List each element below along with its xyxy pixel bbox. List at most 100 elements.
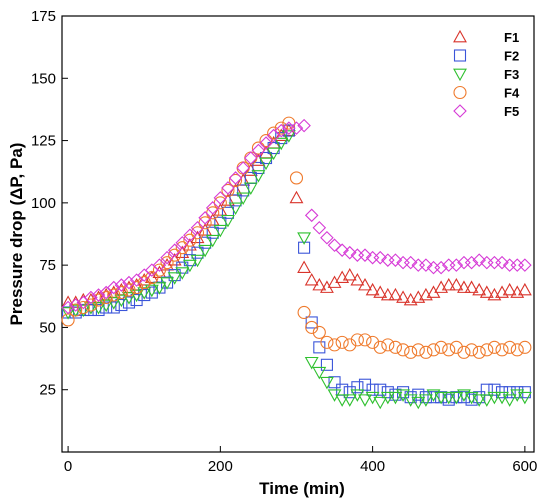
x-tick-label: 600 (512, 458, 537, 475)
data-point (304, 272, 319, 286)
data-point (236, 192, 251, 206)
data-point (190, 226, 205, 240)
data-point (297, 260, 312, 273)
y-tick-label: 150 (31, 70, 56, 87)
data-point (281, 130, 296, 143)
data-point (99, 290, 113, 305)
data-point (167, 243, 182, 257)
series-f2 (62, 124, 531, 406)
data-point (297, 118, 311, 133)
data-point (457, 280, 471, 293)
data-point (213, 191, 228, 205)
data-point (403, 255, 418, 270)
data-point (99, 299, 114, 313)
data-point (366, 383, 379, 396)
data-point (244, 151, 258, 165)
data-point (175, 235, 190, 250)
data-point (419, 258, 433, 272)
data-point (190, 254, 205, 268)
data-point (335, 270, 350, 283)
data-point (464, 280, 479, 293)
data-point (107, 288, 121, 302)
data-point (366, 335, 380, 349)
x-tick-label: 0 (64, 458, 72, 475)
data-point (327, 238, 342, 252)
data-point (289, 121, 304, 135)
data-point (305, 320, 319, 334)
data-point (274, 123, 289, 138)
legend-marker (453, 49, 467, 62)
data-point (236, 161, 250, 175)
data-point (389, 388, 402, 401)
data-point (350, 272, 365, 286)
data-point (502, 394, 517, 407)
legend: F1 F2 F3 F4 F5 (453, 29, 520, 119)
data-point (198, 216, 212, 230)
x-tick-label: 400 (360, 458, 385, 475)
data-point (304, 208, 319, 223)
y-tick-label: 100 (31, 195, 56, 212)
legend-marker (453, 104, 467, 118)
data-point (152, 258, 167, 272)
data-point (343, 338, 357, 352)
legend-label: F4 (504, 86, 520, 101)
data-point (252, 161, 265, 175)
data-point (289, 190, 304, 204)
data-point (328, 376, 341, 389)
data-point (419, 345, 433, 359)
data-point (198, 244, 213, 258)
data-point (487, 255, 502, 270)
data-point (434, 260, 448, 275)
series-f4 (61, 116, 532, 359)
series-f5 (61, 118, 532, 315)
data-point (68, 298, 83, 312)
data-point (495, 255, 509, 270)
data-point (228, 202, 243, 215)
data-point (327, 338, 342, 352)
legend-marker (453, 29, 467, 43)
data-point (267, 126, 281, 140)
data-point (441, 277, 456, 291)
data-point (145, 271, 159, 285)
data-points (61, 116, 532, 410)
legend-label: F3 (504, 67, 519, 82)
data-point (183, 228, 197, 243)
data-point (449, 277, 464, 291)
data-point (373, 340, 387, 354)
data-point (472, 253, 486, 267)
data-point (517, 391, 532, 405)
data-point (144, 284, 159, 298)
data-point (229, 173, 243, 187)
data-point (510, 258, 525, 272)
data-point (342, 245, 357, 260)
data-point (182, 259, 197, 273)
data-point (221, 214, 235, 228)
data-point (465, 393, 478, 406)
data-point (479, 394, 494, 407)
data-point (114, 278, 129, 292)
data-point (434, 280, 449, 293)
data-point (396, 290, 410, 303)
data-point (259, 157, 273, 171)
y-tick-label: 50 (39, 319, 56, 336)
data-point (487, 287, 502, 301)
axis-ticks: 0 200 400 600 25 50 75 100 125 150 175 (31, 8, 537, 475)
data-point (312, 366, 327, 380)
data-point (122, 275, 136, 290)
data-point (342, 267, 357, 281)
data-point (441, 391, 456, 405)
data-point (418, 394, 433, 407)
x-tick-label: 200 (208, 458, 233, 475)
data-point (380, 391, 395, 405)
data-point (380, 287, 395, 301)
series-f3 (61, 130, 532, 410)
data-point (168, 248, 182, 262)
data-point (69, 303, 83, 317)
data-point (106, 280, 121, 295)
data-point (472, 345, 486, 359)
data-point (145, 263, 159, 277)
y-axis-label: Pressure drop (ΔP, Pa) (7, 143, 26, 326)
data-point (221, 181, 235, 195)
legend-label: F1 (504, 30, 519, 45)
data-point (320, 230, 334, 245)
